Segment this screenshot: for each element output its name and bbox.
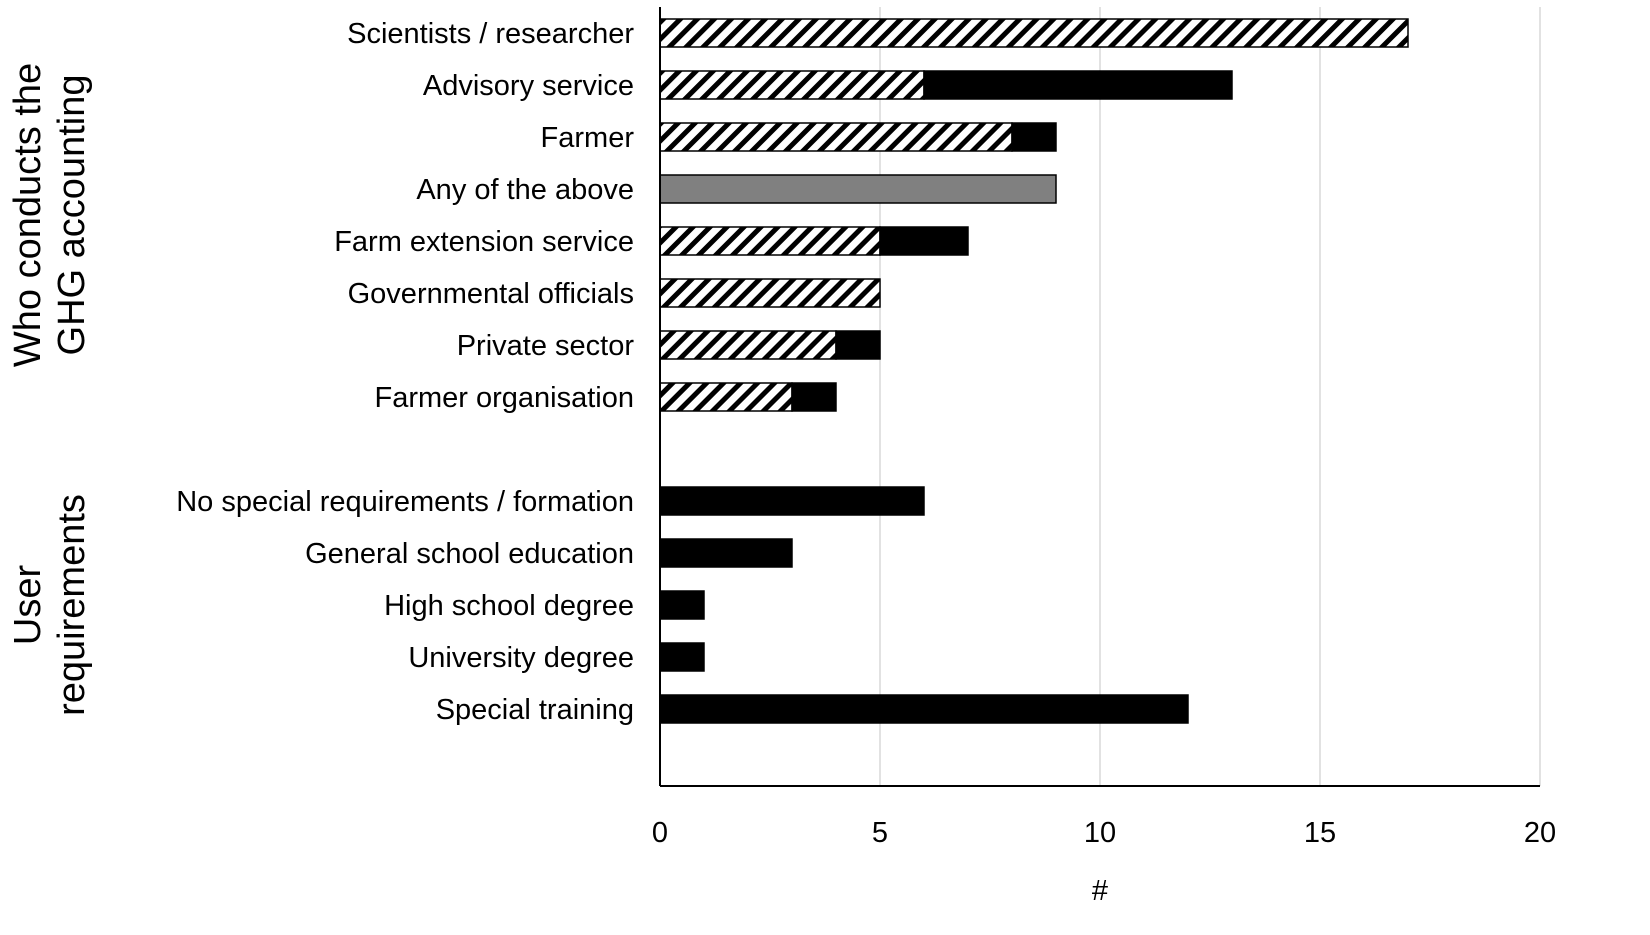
category-label: General school education bbox=[305, 538, 634, 570]
bar-segment bbox=[659, 174, 1057, 204]
bar-segment bbox=[659, 122, 1013, 152]
bar-segment bbox=[659, 486, 925, 516]
x-tick-label: 20 bbox=[1524, 817, 1556, 849]
x-tick-label: 10 bbox=[1084, 817, 1116, 849]
bar-segment bbox=[659, 694, 1189, 724]
tick-labels: 0 5 10 15 20 bbox=[652, 817, 1556, 849]
group-label: requirements bbox=[51, 494, 93, 716]
x-axis-title: # bbox=[1092, 875, 1108, 907]
bars bbox=[659, 18, 1409, 724]
bar-segment bbox=[659, 642, 705, 672]
x-tick-label: 15 bbox=[1304, 817, 1336, 849]
group-label: GHG accounting bbox=[51, 75, 93, 356]
category-labels: Scientists / researcher Advisory service F… bbox=[176, 18, 634, 726]
bar-segment bbox=[659, 538, 793, 568]
grid-lines bbox=[879, 7, 1541, 786]
bar-segment bbox=[659, 382, 793, 412]
category-label: Advisory service bbox=[423, 70, 634, 102]
x-tick-label: 0 bbox=[652, 817, 668, 849]
category-label: Scientists / researcher bbox=[347, 18, 634, 50]
bar-segment bbox=[791, 382, 837, 412]
category-label: No special requirements / formation bbox=[176, 486, 634, 518]
group-label: User bbox=[7, 565, 49, 646]
category-label: Governmental officials bbox=[348, 278, 634, 310]
x-tick-label: 5 bbox=[872, 817, 888, 849]
bar-segment bbox=[659, 226, 881, 256]
bar-segment bbox=[659, 18, 1409, 48]
bar-segment bbox=[1011, 122, 1057, 152]
category-label: University degree bbox=[408, 642, 634, 674]
bar-segment bbox=[659, 278, 881, 308]
category-label: Farm extension service bbox=[334, 226, 634, 258]
bar-segment bbox=[659, 70, 925, 100]
category-label: Special training bbox=[436, 694, 634, 726]
category-label: Private sector bbox=[457, 330, 635, 362]
bar-segment bbox=[923, 70, 1233, 100]
group-label: Who conducts the bbox=[7, 63, 49, 367]
category-label: High school degree bbox=[384, 590, 634, 622]
axes bbox=[659, 7, 1540, 787]
group-labels: Who conducts the GHG accounting User requir… bbox=[7, 63, 93, 716]
category-label: Farmer bbox=[541, 122, 635, 154]
bar-segment bbox=[879, 226, 969, 256]
bar-segment bbox=[659, 330, 837, 360]
bar-segment bbox=[659, 590, 705, 620]
category-label: Farmer organisation bbox=[375, 382, 635, 414]
category-label: Any of the above bbox=[416, 174, 634, 206]
bar-segment bbox=[835, 330, 881, 360]
